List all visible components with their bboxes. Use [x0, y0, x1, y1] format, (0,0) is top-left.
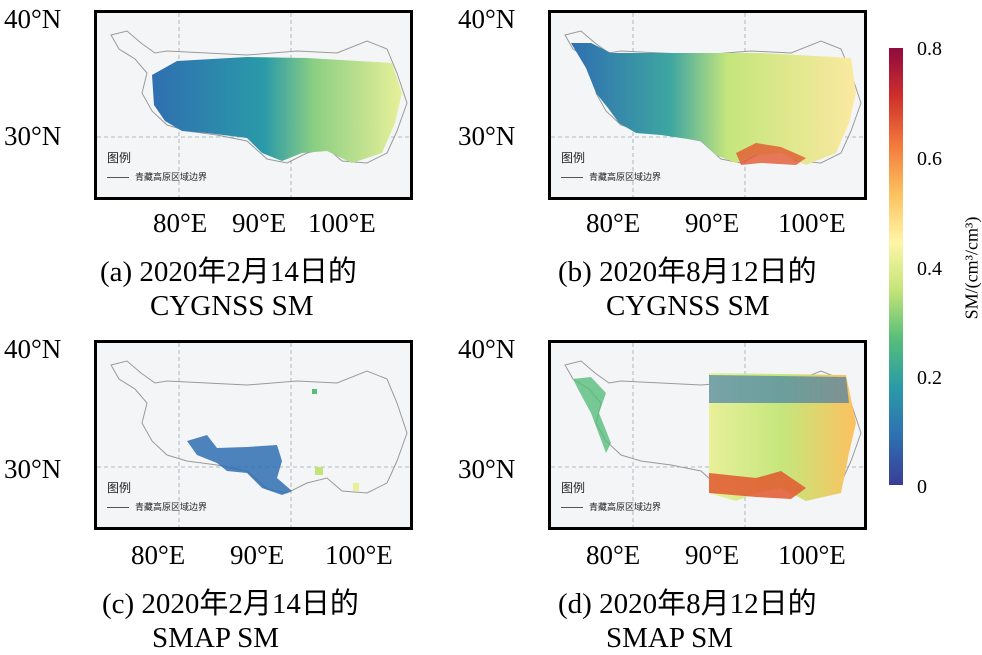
- panel-c-lon-100: 100°E: [325, 542, 393, 569]
- panel-d-map: 图例 青藏高原区域边界: [548, 340, 867, 530]
- panel-b-legend: 图例 青藏高原区域边界: [561, 149, 661, 183]
- colorbar-tick-0.4: 0.4: [917, 258, 942, 281]
- panel-d-legend-item: 青藏高原区域边界: [589, 502, 661, 512]
- panel-d-lat-40: 40°N: [458, 336, 515, 363]
- colorbar-tick-0.6: 0.6: [917, 148, 942, 171]
- colorbar-label: SM/(cm³/cm³): [962, 217, 982, 320]
- panel-c-caption-2: SMAP SM: [152, 622, 279, 655]
- panel-b-lon-90: 90°E: [685, 210, 739, 237]
- panel-d-legend-title: 图例: [561, 479, 661, 496]
- panel-d-caption-2: SMAP SM: [606, 622, 733, 655]
- panel-d-lat-30: 30°N: [458, 456, 515, 483]
- panel-b-legend-title: 图例: [561, 149, 661, 166]
- panel-b-lat-40: 40°N: [458, 6, 515, 33]
- panel-c-lon-80: 80°E: [131, 542, 185, 569]
- panel-a-lon-100: 100°E: [308, 210, 376, 237]
- colorbar-tick-0.2: 0.2: [917, 367, 942, 390]
- panel-a-map: 图例 青藏高原区域边界: [94, 10, 413, 200]
- panel-b-caption-2: CYGNSS SM: [606, 290, 770, 323]
- panel-c-lat-30: 30°N: [4, 456, 61, 483]
- colorbar: [889, 48, 903, 485]
- panel-c-map: 图例 青藏高原区域边界: [94, 340, 413, 530]
- panel-b-map: 图例 青藏高原区域边界: [548, 10, 867, 200]
- panel-b-caption-1: (b) 2020年8月12日的: [558, 256, 817, 289]
- panel-a-legend: 图例 青藏高原区域边界: [107, 149, 207, 183]
- colorbar-tick-0.8: 0.8: [917, 38, 942, 61]
- panel-a-legend-item: 青藏高原区域边界: [135, 172, 207, 182]
- panel-b-legend-item: 青藏高原区域边界: [589, 172, 661, 182]
- panel-d-lon-80: 80°E: [586, 542, 640, 569]
- panel-d-legend: 图例 青藏高原区域边界: [561, 479, 661, 513]
- panel-a-lon-90: 90°E: [232, 210, 286, 237]
- panel-c-caption-1: (c) 2020年2月14日的: [102, 588, 359, 621]
- panel-c-legend: 图例 青藏高原区域边界: [107, 479, 207, 513]
- panel-d-lon-100: 100°E: [778, 542, 846, 569]
- panel-c-lat-40: 40°N: [4, 336, 61, 363]
- panel-a-caption-1: (a) 2020年2月14日的: [100, 256, 357, 289]
- panel-c-lon-90: 90°E: [230, 542, 284, 569]
- panel-c-legend-item: 青藏高原区域边界: [135, 502, 207, 512]
- colorbar-tick-0: 0: [917, 476, 927, 499]
- panel-d-caption-1: (d) 2020年8月12日的: [558, 588, 817, 621]
- panel-b-lon-100: 100°E: [778, 210, 846, 237]
- panel-d-lon-90: 90°E: [685, 542, 739, 569]
- panel-c-legend-title: 图例: [107, 479, 207, 496]
- panel-a-lat-30: 30°N: [4, 123, 61, 150]
- panel-a-lon-80: 80°E: [153, 210, 207, 237]
- panel-a-legend-title: 图例: [107, 149, 207, 166]
- panel-b-lon-80: 80°E: [586, 210, 640, 237]
- panel-b-lat-30: 30°N: [458, 123, 515, 150]
- panel-a-lat-40: 40°N: [4, 6, 61, 33]
- panel-a-caption-2: CYGNSS SM: [150, 290, 314, 323]
